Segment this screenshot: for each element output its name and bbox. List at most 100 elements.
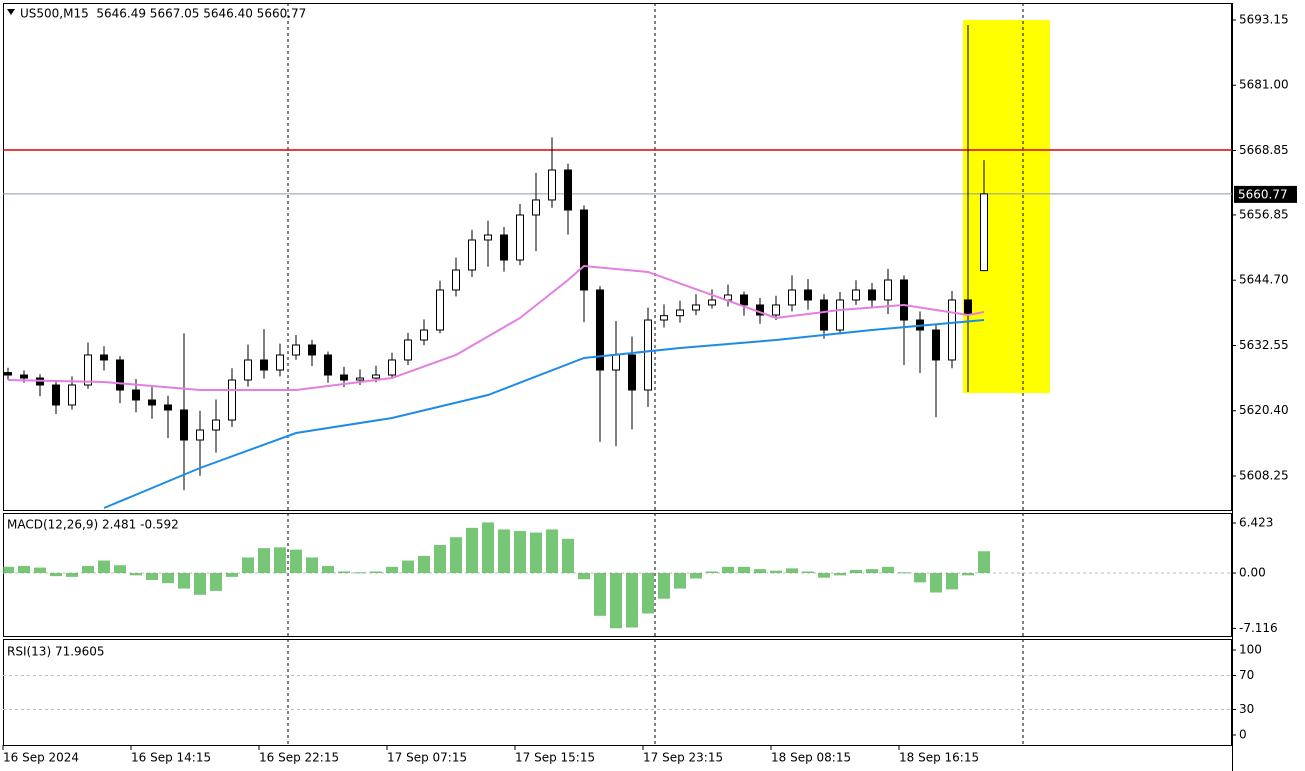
histogram-bar [386,566,398,574]
histogram-bar [274,547,286,574]
histogram-bar [818,573,830,578]
candle-body [532,199,540,216]
candle-body [612,354,620,371]
histogram-bar [578,573,590,580]
chart-title: US500,M15 5646.49 5667.05 5646.40 5660.7… [20,7,306,21]
histogram-bar [3,566,14,574]
histogram-bar [978,551,990,574]
candle-body [500,234,508,261]
candle-body [340,374,348,381]
candle-body [868,289,876,301]
candle-body [980,193,988,272]
y-tick-label: 5632.55 [1239,338,1289,352]
x-tick-label: 16 Sep 2024 [3,751,79,765]
histogram-bar [930,573,942,593]
candle-body [68,384,76,406]
candle-body [372,374,380,379]
histogram-bar [738,566,750,574]
candle-body [228,379,236,421]
candle-body [964,299,972,315]
histogram-bar [786,568,798,574]
x-tick-label: 17 Sep 23:15 [643,751,723,765]
candle-body [292,344,300,356]
y-tick-label: 100 [1239,643,1262,657]
candle-body [388,359,396,376]
histogram-bar [642,573,654,614]
y-tick-label: 30 [1239,702,1254,716]
candle-body [308,344,316,356]
histogram-bar [290,549,302,574]
candle-body [852,289,860,301]
y-tick-label: 5668.85 [1239,143,1289,157]
candle-body [20,374,28,379]
panel-2 [3,675,1232,710]
histogram-bar [338,571,350,574]
histogram-bar [866,569,878,574]
candle-body [132,389,140,401]
y-tick-label: 5681.00 [1239,78,1289,92]
x-tick-label: 16 Sep 22:15 [259,751,339,765]
candle-body [564,169,572,211]
histogram-bar [418,555,430,574]
candle-body [548,169,556,201]
histogram-bar [802,571,814,574]
macd-title: MACD(12,26,9) 2.481 -0.592 [7,518,179,532]
panel-1 [3,522,1232,629]
histogram-bar [690,573,702,579]
candle-body [468,239,476,271]
histogram-bar [706,571,718,574]
histogram-bar [658,573,670,599]
candle-body [820,299,828,331]
x-tick-label: 18 Sep 16:15 [899,751,979,765]
histogram-bar [370,571,382,574]
y-tick-label: 5608.25 [1239,468,1289,482]
last-price-box [1234,185,1297,203]
histogram-bar [834,573,846,576]
histogram-bar [626,573,638,628]
histogram-bar [530,532,542,574]
histogram-bar [162,573,174,584]
candle-body [580,209,588,291]
rsi-title: RSI(13) 71.9605 [7,645,105,659]
candle-body [804,289,812,301]
candle-body [100,354,108,361]
moving-average [7,264,985,392]
candle-body [4,372,12,376]
candle-body [836,299,844,331]
histogram-bar [18,566,30,574]
candle-body [644,319,652,391]
histogram-bar [194,573,206,595]
y-tick-label: 5656.85 [1239,207,1289,221]
candle-body [180,409,188,441]
histogram-bar [82,566,94,574]
candle-body [84,354,92,386]
candle-body [596,289,604,371]
candle-body [708,299,716,306]
candle-body [948,299,956,361]
candle-body [484,234,492,241]
histogram-bar [914,573,926,583]
candle-body [740,294,748,306]
histogram-bar [946,573,958,590]
histogram-bar [50,573,62,577]
histogram-bar [562,538,574,574]
histogram-bar [482,522,494,574]
histogram-bar [434,544,446,574]
menu-triangle [7,9,15,15]
moving-average [103,319,985,509]
histogram-bar [962,573,974,576]
candle-body [436,289,444,331]
candle-body [260,359,268,371]
candle-body [932,329,940,361]
histogram-bar [258,548,270,574]
histogram-bar [722,566,734,574]
y-tick-label: 5620.40 [1239,403,1289,417]
histogram-bar [594,573,606,616]
histogram-bar [770,570,782,574]
x-tick-label: 18 Sep 08:15 [771,751,851,765]
candle-body [164,404,172,411]
histogram-bar [402,560,414,574]
histogram-bar [114,565,126,574]
candle-body [692,304,700,311]
